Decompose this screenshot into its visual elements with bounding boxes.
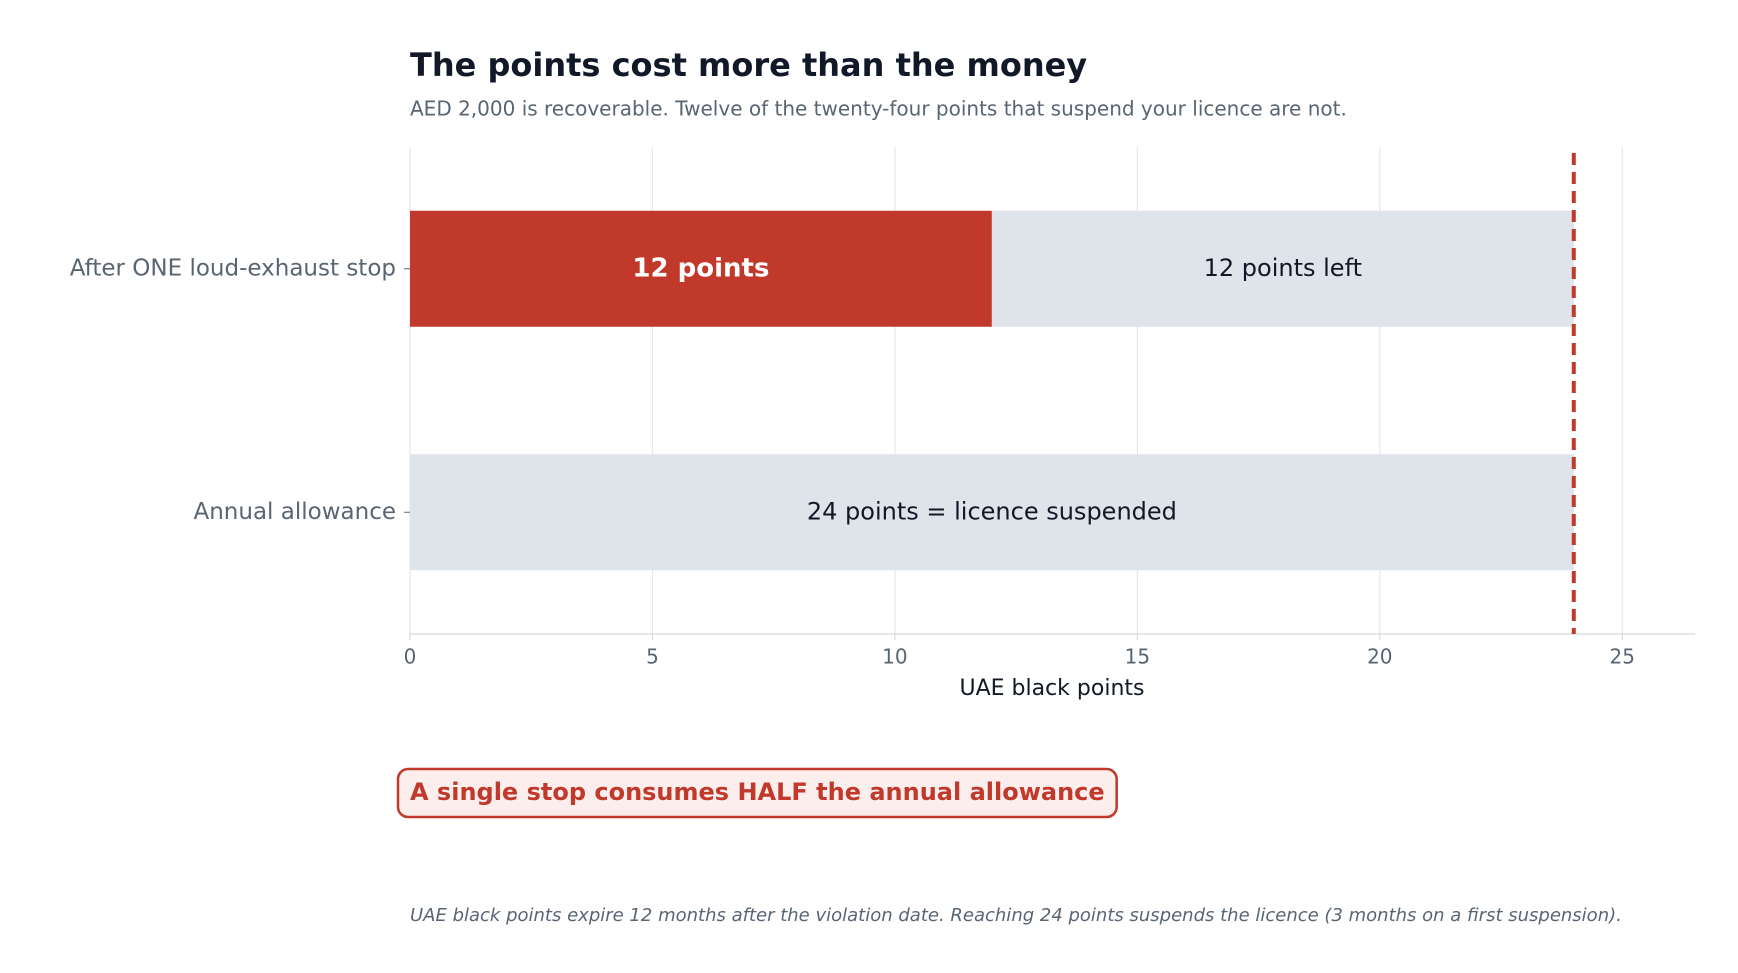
x-tick-label: 10 <box>882 645 907 669</box>
annotation-box <box>396 767 1118 819</box>
x-tick-label: 5 <box>646 645 659 669</box>
bar <box>991 210 1574 327</box>
data-label: 12 points <box>632 253 769 283</box>
bar <box>410 210 992 327</box>
chart-subtitle: AED 2,000 is recoverable. Twelve of the … <box>410 97 1347 121</box>
x-tick-label: 15 <box>1125 645 1150 669</box>
annotation: A single stop consumes HALF the annual a… <box>410 778 1105 806</box>
x-tick-label: 25 <box>1610 645 1635 669</box>
bar <box>410 454 1574 571</box>
data-label: 12 points left <box>1204 254 1362 282</box>
chart-title: The points cost more than the money <box>410 46 1087 84</box>
data-label: 24 points = licence suspended <box>807 497 1177 525</box>
x-tick-label: 0 <box>404 645 417 669</box>
x-tick-label: 20 <box>1367 645 1392 669</box>
y-tick-label: After ONE loud-exhaust stop <box>70 255 396 281</box>
x-axis-label: UAE black points <box>959 676 1144 701</box>
footnote: UAE black points expire 12 months after … <box>410 905 1622 926</box>
y-tick-label: Annual allowance <box>194 499 397 525</box>
